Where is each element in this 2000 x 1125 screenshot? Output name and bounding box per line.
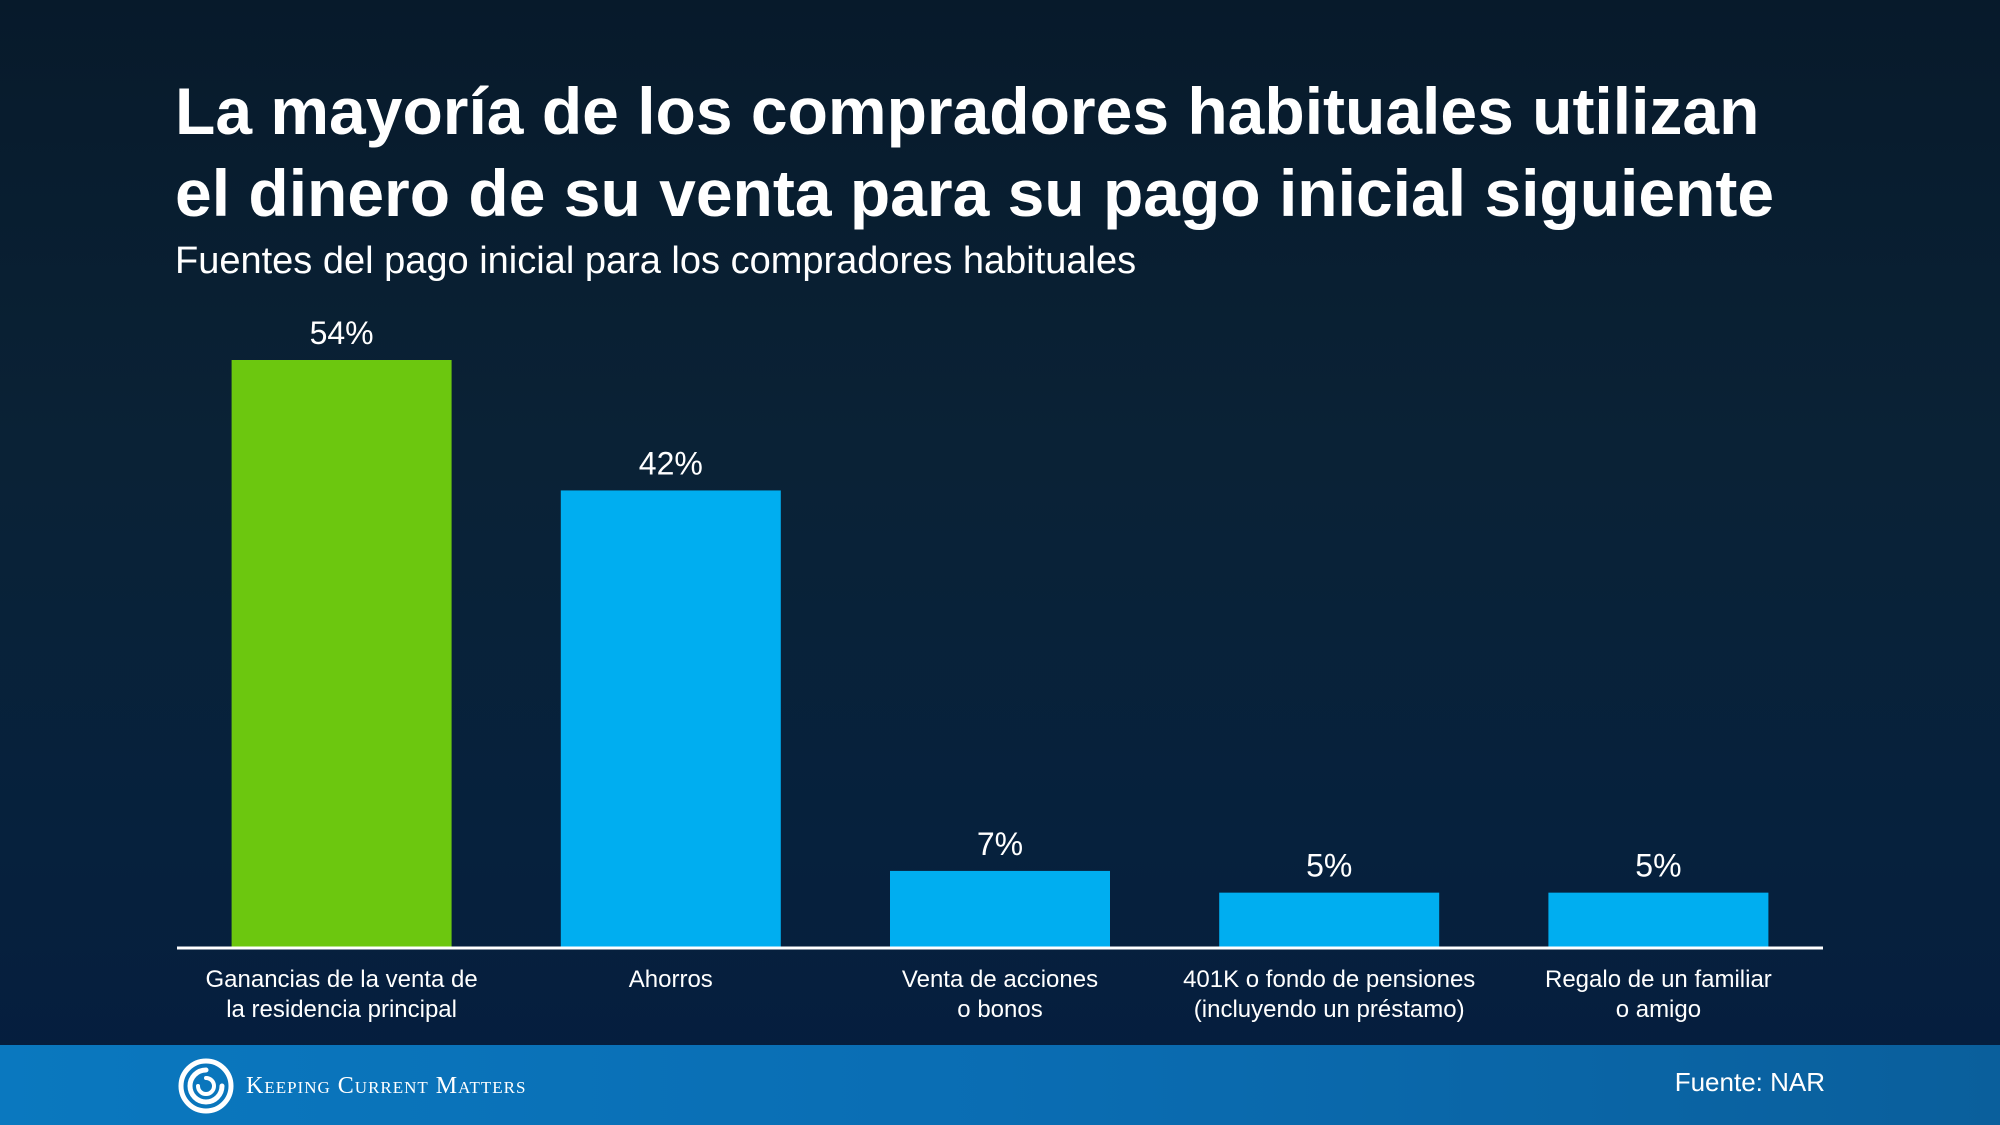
chart-subtitle: Fuentes del pago inicial para los compra… [175,240,1137,282]
brand-logo: Keeping Current Matters [178,1057,526,1115]
category-label-5-line-1: Regalo de un familiar [1545,966,1772,993]
value-label-3: 7% [977,826,1023,862]
bar-chart: 54% 42% 7% 5% 5% Ganancias de la venta de la … [205,315,1771,1023]
value-label-4: 5% [1306,848,1352,884]
bar-3 [890,870,1110,947]
value-label-2: 42% [639,445,703,481]
value-label-5: 5% [1635,848,1681,884]
value-labels-group: 54% 42% 7% 5% 5% [310,315,1682,884]
category-label-5-line-2: o amigo [1616,996,1701,1023]
category-label-3-line-1: Venta de acciones [902,966,1098,993]
category-label-4-line-1: 401K o fondo de pensiones [1183,966,1475,993]
category-label-3-line-2: o bonos [957,996,1042,1023]
swirl-logo-icon [178,1058,234,1114]
chart-title: La mayoría de los compradores habituales… [175,70,1875,234]
category-label-2-line-1: Ahorros [629,966,713,993]
category-label-4-line-2: (incluyendo un préstamo) [1194,996,1465,1023]
bar-4 [1219,892,1440,947]
category-labels-group: Ganancias de la venta de la residencia pr… [205,966,1771,1023]
bar-5 [1548,892,1769,947]
value-label-1: 54% [310,315,374,351]
brand-word-1: Keeping [246,1072,331,1099]
footer-bar: Keeping Current Matters Fuente: NAR [0,1045,2000,1125]
brand-name: Keeping Current Matters [246,1073,526,1100]
bar-1 [231,360,452,947]
title-line-1: La mayoría de los compradores habituales… [175,74,1760,148]
bars-group [231,360,1769,947]
category-label-1-line-2: la residencia principal [226,996,457,1023]
category-label-1-line-1: Ganancias de la venta de [205,966,477,993]
brand-word-2: Current [337,1072,429,1099]
brand-word-3: Matters [435,1072,527,1099]
source-label: Fuente: NAR [1674,1067,1825,1097]
title-line-2: el dinero de su venta para su pago inici… [175,156,1775,230]
bar-2 [560,490,781,947]
